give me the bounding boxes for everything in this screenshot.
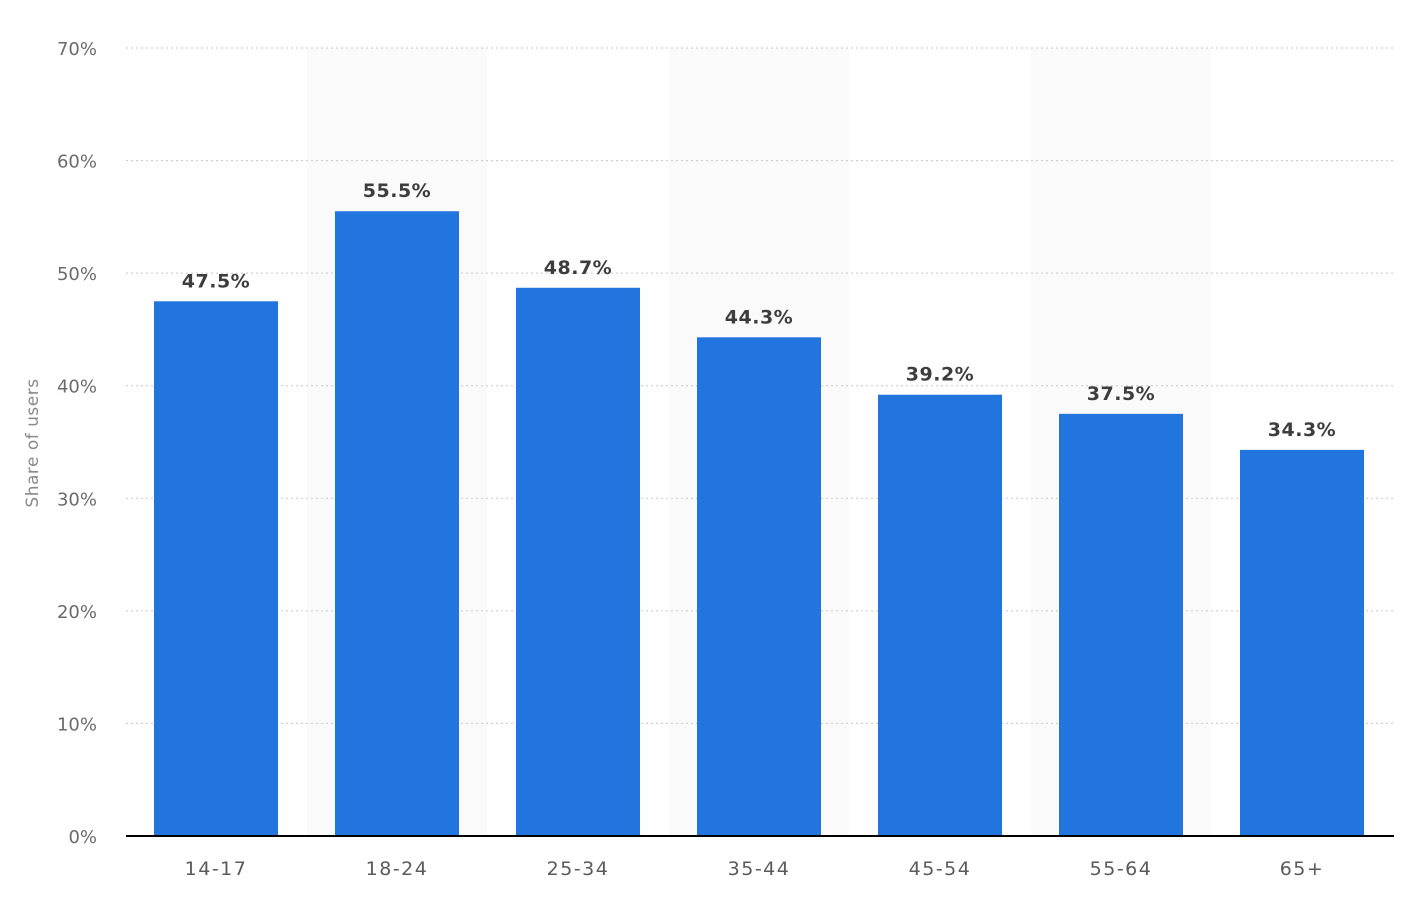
y-axis-label: Share of users [23,378,43,507]
y-tick-label: 50% [57,264,97,285]
bar[interactable] [154,301,278,836]
x-tick-label: 25-34 [547,858,610,880]
bars [154,211,1364,837]
bar[interactable] [516,287,640,837]
bar[interactable] [697,337,821,836]
y-tick-label: 20% [57,602,97,623]
data-label: 44.3% [725,306,793,328]
x-tick-label: 14-17 [185,858,248,880]
y-axis-ticks: 0% 10% 20% 30% 40% 50% 60% 70% [57,39,97,848]
data-label: 39.2% [906,364,974,386]
x-tick-label: 65+ [1280,858,1325,880]
x-tick-label: 18-24 [366,858,429,880]
x-axis-ticks: 14-17 18-24 25-34 35-44 45-54 55-64 65+ [185,858,1325,880]
bar[interactable] [335,211,459,836]
data-label: 48.7% [544,257,612,279]
y-tick-label: 10% [57,714,97,735]
data-label: 55.5% [363,180,431,202]
data-label: 47.5% [182,270,250,292]
data-labels: 47.5% 55.5% 48.7% 44.3% 39.2% 37.5% 34.3% [182,180,1336,441]
y-tick-label: 30% [57,489,97,510]
y-tick-label: 40% [57,377,97,398]
y-tick-label: 60% [57,152,97,173]
bar[interactable] [1240,449,1364,836]
y-tick-label: 70% [57,39,97,60]
x-tick-label: 35-44 [728,858,791,880]
bar[interactable] [1059,413,1183,836]
x-tick-label: 45-54 [909,858,972,880]
bar[interactable] [878,394,1002,836]
y-tick-label: 0% [68,827,97,848]
x-tick-label: 55-64 [1090,858,1153,880]
data-label: 34.3% [1268,419,1336,441]
data-label: 37.5% [1087,383,1155,405]
